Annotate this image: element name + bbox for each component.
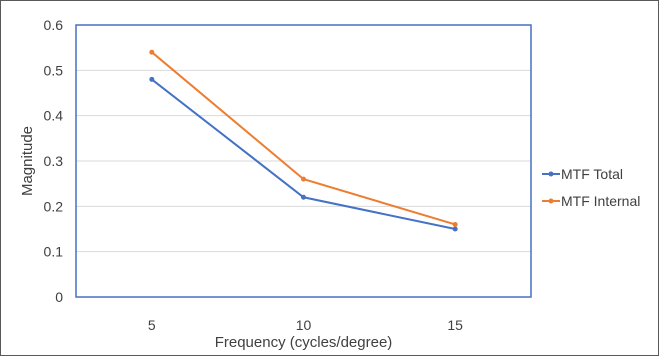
legend-swatch-marker — [548, 171, 554, 177]
data-point — [452, 226, 458, 232]
x-axis-title: Frequency (cycles/degree) — [215, 334, 393, 351]
data-point — [301, 176, 306, 182]
data-point — [149, 49, 155, 55]
y-axis-title: Magnitude — [19, 126, 36, 196]
legend: MTF Total MTF Internal — [542, 166, 640, 209]
x-tick-label: 5 — [148, 317, 156, 333]
y-tick-label: 0.5 — [44, 62, 64, 78]
data-point — [149, 76, 155, 82]
x-axis-ticks: 5 10 15 — [148, 317, 463, 333]
series-mtf-internal — [149, 49, 458, 227]
series-mtf-total — [149, 76, 458, 232]
y-tick-label: 0.2 — [44, 198, 64, 214]
legend-label: MTF Total — [561, 166, 623, 182]
legend-item: MTF Total — [542, 166, 623, 182]
data-point — [452, 221, 458, 227]
plot-area-border — [75, 24, 532, 298]
y-axis-ticks: 0 0.1 0.2 0.3 0.4 0.5 0.6 — [44, 17, 64, 305]
data-point — [301, 194, 306, 200]
gridlines — [76, 69, 531, 253]
legend-swatch-marker — [548, 198, 554, 204]
legend-label: MTF Internal — [561, 193, 640, 209]
legend-item: MTF Internal — [542, 193, 640, 209]
y-tick-label: 0.6 — [44, 17, 64, 33]
y-tick-label: 0 — [55, 289, 63, 305]
y-tick-label: 0.1 — [44, 244, 64, 260]
y-tick-label: 0.4 — [44, 108, 64, 124]
x-tick-label: 15 — [447, 317, 463, 333]
y-tick-label: 0.3 — [44, 153, 64, 169]
series-layer — [149, 49, 458, 232]
x-tick-label: 10 — [296, 317, 312, 333]
